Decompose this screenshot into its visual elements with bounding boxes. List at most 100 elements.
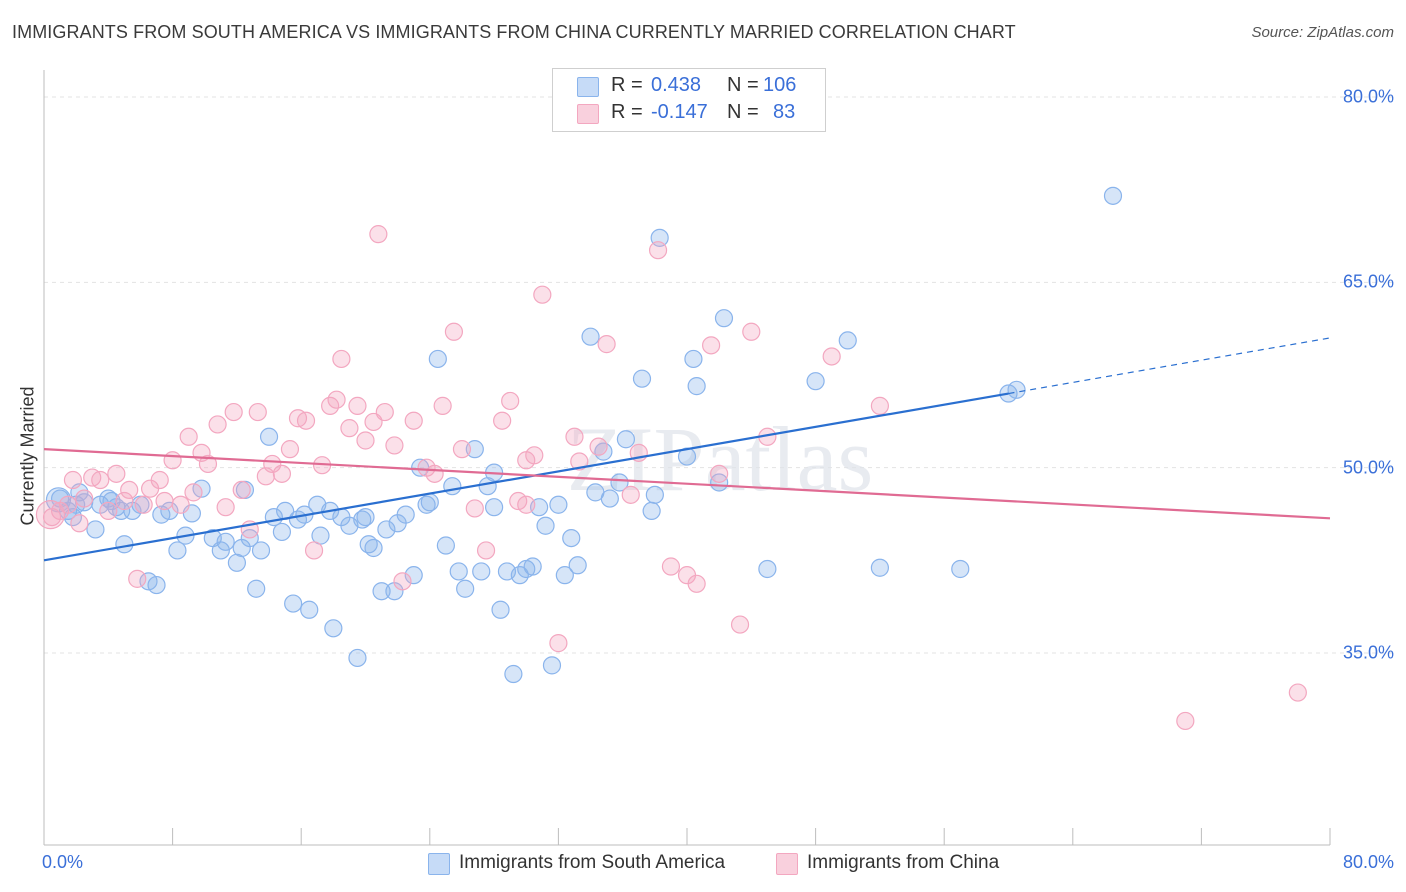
data-point: [687, 574, 706, 593]
y-tick-label: 65.0%: [1342, 271, 1394, 292]
data-point: [348, 396, 367, 415]
data-point: [107, 464, 126, 483]
data-point: [35, 500, 66, 530]
data-point: [99, 501, 118, 521]
data-point: [356, 431, 375, 450]
data-point: [642, 501, 661, 521]
series-legend-label-china: Immigrants from China: [807, 852, 1000, 873]
data-point: [404, 566, 423, 585]
data-point: [549, 634, 568, 653]
data-point: [364, 538, 383, 558]
x-tick-label-min: 0.0%: [42, 852, 84, 872]
data-point: [1103, 186, 1123, 205]
data-point: [610, 473, 629, 492]
data-point: [63, 470, 83, 490]
data-point: [597, 335, 616, 354]
data-point: [348, 648, 367, 668]
data-point: [385, 436, 404, 455]
data-point: [806, 372, 825, 391]
legend-r-label: R =: [611, 101, 643, 123]
data-point: [280, 440, 300, 459]
legend-r-value: -0.147: [651, 101, 708, 123]
chart-source: Source: ZipAtlas.com: [1251, 24, 1394, 41]
data-point: [404, 411, 423, 430]
data-point: [247, 579, 266, 598]
data-point: [251, 541, 271, 560]
data-point: [476, 541, 496, 560]
data-point: [417, 495, 436, 514]
data-point: [822, 347, 841, 366]
data-point: [263, 454, 282, 474]
axes: [43, 70, 1331, 846]
data-point: [648, 241, 668, 260]
data-point: [710, 464, 729, 483]
data-point: [687, 377, 706, 396]
data-point: [714, 309, 734, 328]
y-tick-label: 35.0%: [1342, 642, 1394, 663]
data-point: [147, 575, 166, 595]
data-point: [456, 579, 475, 598]
data-point: [248, 402, 267, 422]
data-point: [436, 536, 455, 555]
legend-r-value: 0.438: [651, 74, 702, 96]
data-point: [951, 559, 970, 579]
data-point: [428, 349, 447, 369]
data-point: [327, 390, 346, 409]
data-point: [216, 532, 235, 551]
data-point: [1288, 683, 1307, 702]
data-point: [444, 322, 464, 341]
data-point: [549, 495, 568, 514]
data-point: [171, 495, 190, 514]
data-point: [160, 501, 179, 521]
data-point: [259, 427, 279, 446]
data-point: [396, 505, 415, 524]
data-point: [324, 619, 343, 638]
data-point: [568, 556, 587, 575]
trend-lines: [43, 337, 1331, 562]
data-point: [465, 440, 484, 459]
data-point: [425, 464, 444, 483]
data-point: [272, 464, 292, 483]
data-point: [449, 562, 468, 581]
data-point: [377, 520, 396, 539]
data-point: [542, 656, 562, 675]
data-point: [353, 510, 372, 529]
data-point: [272, 522, 292, 542]
series-legend-swatch-south-america: [428, 853, 450, 875]
data-point: [702, 336, 721, 355]
data-point: [485, 498, 504, 517]
data-point: [284, 594, 303, 613]
y-axis-label: Currently Married: [17, 386, 38, 526]
data-point: [372, 582, 391, 601]
data-point: [452, 440, 472, 459]
data-point: [472, 562, 491, 581]
data-point: [375, 402, 394, 422]
legend-n-value: 83: [773, 101, 796, 123]
data-point: [589, 437, 608, 456]
legend-n-value: 106: [763, 74, 797, 96]
legend-r-label: R =: [611, 74, 643, 96]
data-point: [128, 569, 147, 588]
data-point: [163, 451, 182, 470]
data-point: [684, 349, 703, 369]
data-point: [300, 600, 319, 619]
data-point: [645, 485, 664, 504]
data-point: [661, 557, 681, 576]
chart-title: IMMIGRANTS FROM SOUTH AMERICA VS IMMIGRA…: [12, 22, 1016, 42]
data-point: [870, 396, 890, 415]
data-point: [570, 452, 589, 471]
data-point: [155, 491, 174, 511]
data-point: [600, 489, 619, 508]
data-point: [465, 499, 484, 518]
trend-line-south-america: [43, 392, 1009, 562]
data-point: [150, 470, 169, 490]
data-point: [91, 470, 110, 490]
data-point: [198, 454, 218, 474]
data-point: [730, 615, 750, 634]
data-point: [621, 485, 640, 504]
data-point: [216, 498, 235, 517]
data-point: [75, 489, 94, 508]
data-point: [501, 391, 520, 411]
correlation-legend: R = 0.438 N = 106 R = -0.147 N = 83: [552, 68, 826, 132]
